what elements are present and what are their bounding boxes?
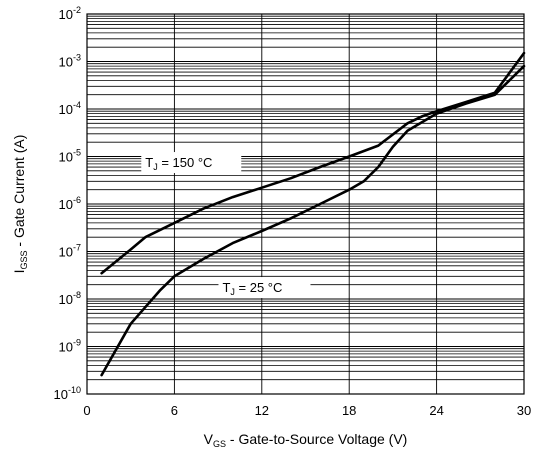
x-tick-label: 0 xyxy=(83,403,90,418)
y-tick-label: 10-10 xyxy=(54,385,81,402)
y-tick-label: 10-8 xyxy=(59,290,81,307)
y-tick-labels: 10-2 10-3 10-4 10-5 10-6 10-7 10-8 10-9 10-10 xyxy=(54,5,81,402)
y-tick-label: 10-6 xyxy=(59,195,81,212)
grid xyxy=(87,14,524,394)
y-tick-label: 10-4 xyxy=(59,100,81,117)
x-axis-label: VGS - Gate-to-Source Voltage (V) xyxy=(204,431,408,449)
series-group xyxy=(100,51,526,377)
x-tick-label: 18 xyxy=(342,403,356,418)
x-tick-label: 6 xyxy=(171,403,178,418)
series-label-0: TJ = 150 °C xyxy=(145,155,212,172)
x-tick-labels: 0 6 12 18 24 30 xyxy=(83,403,531,418)
x-tick-label: 30 xyxy=(517,403,531,418)
y-tick-label: 10-2 xyxy=(59,5,81,22)
series-label-1: TJ = 25 °C xyxy=(222,280,282,297)
series-label-bg xyxy=(141,152,242,174)
y-tick-label: 10-9 xyxy=(59,338,81,355)
series-line-0 xyxy=(100,51,526,275)
series-label-bg xyxy=(218,277,311,299)
y-axis-label: IGSS - Gate Current (A) xyxy=(11,135,29,274)
y-tick-label: 10-3 xyxy=(59,53,81,70)
y-tick-label: 10-5 xyxy=(59,148,81,165)
series-labels: TJ = 150 °C TJ = 25 °C xyxy=(141,152,311,299)
x-tick-label: 12 xyxy=(255,403,269,418)
series-line-1 xyxy=(100,64,526,377)
y-tick-label: 10-7 xyxy=(59,243,81,260)
plot-frame xyxy=(86,13,525,395)
x-tick-label: 24 xyxy=(429,403,443,418)
